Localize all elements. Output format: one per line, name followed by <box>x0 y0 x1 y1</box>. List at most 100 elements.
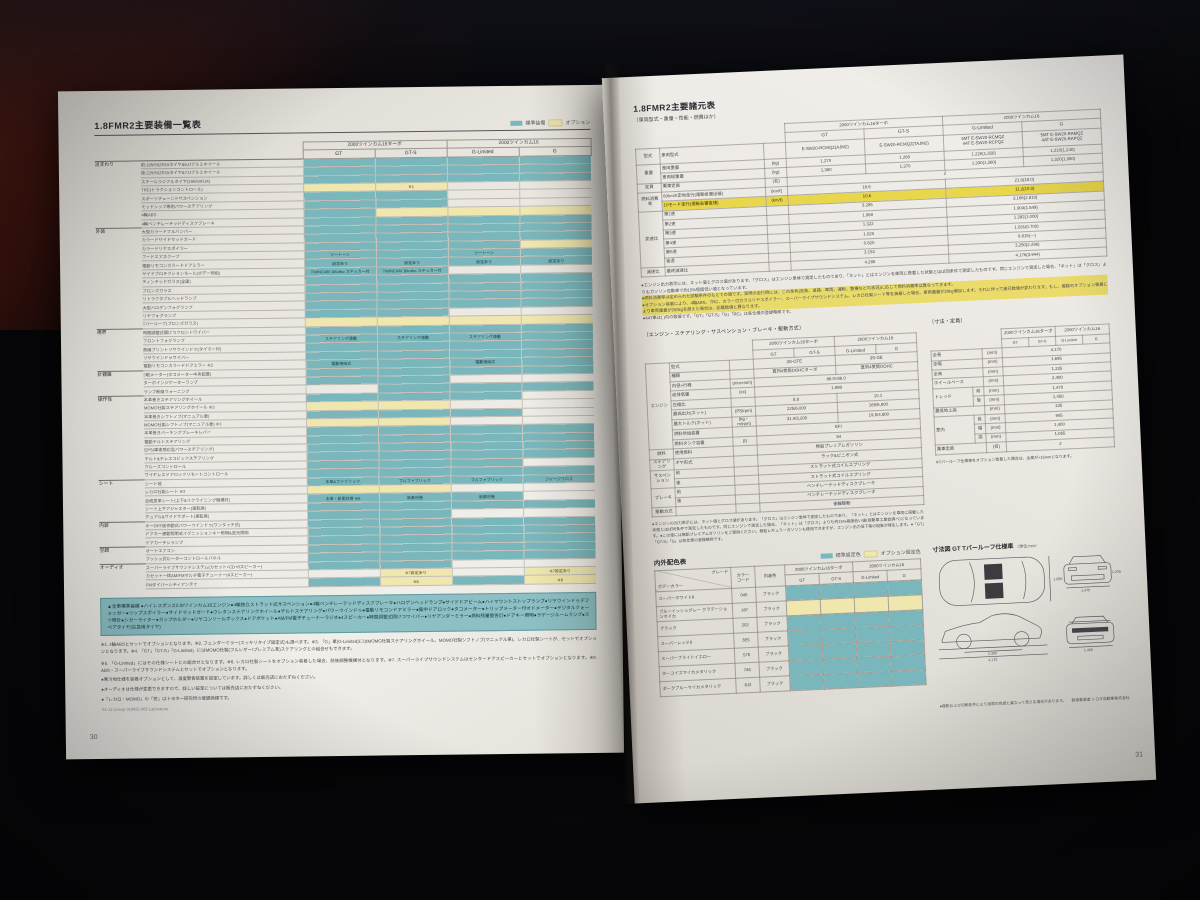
color-availability-cell <box>788 644 823 661</box>
interior-color: ブラック <box>759 675 791 693</box>
path-element <box>1068 555 1106 565</box>
equip-section-label: 空調 <box>99 546 146 564</box>
interior-color: ブラック <box>758 660 790 678</box>
option-setting-chip <box>863 550 878 558</box>
footnote-line: ※1. 4輪ABSとセットでオプションとなります。※2. フェンダーミラー(スッ… <box>100 636 597 655</box>
line-element <box>938 644 1048 651</box>
catalog-page-left: 1.8FMR2主要装備一覧表 標準装備 オプション 2000ツインカム16ターボ… <box>57 84 625 760</box>
interior-color: ブラック <box>757 630 789 648</box>
rect-element <box>1068 567 1077 571</box>
standard-legend-label: 標準装備 <box>525 120 546 127</box>
color-availability-cell <box>821 627 857 645</box>
row-label: 室内 <box>934 415 976 446</box>
tbody-element: 足まわり 前:195/55ZR15タイヤ&6JJアルミホイール 後:225/50ZR… <box>94 155 597 590</box>
standard-setting-label: 標準設定色 <box>835 551 861 559</box>
overall-height-label: 1,235 <box>1112 570 1121 574</box>
color-availability-cell <box>785 584 821 601</box>
standard-equipment-box: ▲全車標準装備 ●ハイレスポンス2.0ℓツインカム16エンジン●4輪独立ストラッ… <box>100 591 597 637</box>
car-dimension-drawings: 1,695 1,470 1,235 <box>938 555 1121 662</box>
path-element <box>1071 615 1109 624</box>
color-availability-cell <box>786 614 822 631</box>
color-availability-cell <box>888 609 924 627</box>
figure-caption-left: ●撮影および印刷条件により実際の色調と異なって見える場合があります。 <box>939 698 1067 709</box>
equip-section-label: 外装 <box>95 227 143 330</box>
tbody-element: スーパーホワイトⅡ 040 ブラック ブルーイッシュグレー グラデーションマイカ 187… <box>655 579 927 697</box>
rect-element <box>1097 565 1107 570</box>
color-availability-cell <box>891 669 927 687</box>
row-group-label: 重量 <box>636 163 662 184</box>
equipment-legend: 標準装備 オプション <box>510 119 590 127</box>
row-sub-label: 前 <box>972 386 985 397</box>
color-code: 3E5 <box>733 632 759 649</box>
color-availability-cell <box>857 671 893 688</box>
color-availability-cell <box>820 597 855 615</box>
color-code: 202 <box>732 617 758 634</box>
color-availability-cell <box>823 672 859 690</box>
row-unit <box>768 261 792 272</box>
tbody-element: 全長 (mm) 4,170 全幅 (mm) 1,695 全高 (mm) 1,235 ホイールベース… <box>931 343 1115 455</box>
equipment-table-grid: 2000ツインカム16ターボ 2000ツインカム16 GT GT-S G-Limited… <box>94 138 597 590</box>
rect-element <box>1063 562 1112 585</box>
rect-element <box>983 563 1003 580</box>
equip-section-label: 足まわり <box>94 160 142 229</box>
option-setting-label: オプション設定色 <box>880 549 921 557</box>
color-code-header: カラー コード <box>730 566 756 589</box>
path-element <box>941 613 1042 643</box>
color-availability-cell <box>789 674 825 691</box>
line-element <box>1069 645 1113 648</box>
equip-cell: ※8 <box>379 576 453 586</box>
color-availability-cell <box>887 579 923 597</box>
equip-item-label: FMダイバーシティアンテナ <box>145 578 309 589</box>
interior-color: ブラック <box>755 585 787 603</box>
row-label <box>675 504 737 517</box>
dimensions-section: 〔寸法・定員〕 2000ツインカム16ターボ 2000ツインカム16 GT GT-S G… <box>929 311 1119 532</box>
tread-rear-label: 1,450 <box>1084 648 1093 652</box>
color-chart-section: 内外配色表 標準設定色 オプション設定色 グレード ボデーカラー カラー コード 内装… <box>654 545 928 722</box>
option-color-chip <box>548 119 563 127</box>
equip-cell: ※8 <box>523 574 597 584</box>
color-table-grid: グレード ボデーカラー カラー コード 内装色 2000ツインカム16ターボ 2000ツイ… <box>654 558 927 697</box>
row-group-label: 燃料消費率 <box>637 192 663 212</box>
line-element <box>1048 555 1052 602</box>
car-front-view <box>1063 555 1112 589</box>
color-availability-cell <box>854 596 889 613</box>
overall-width-label: 1,695 <box>1053 577 1062 581</box>
mech-table-grid: 2000ツインカム16ターボ 2000ツインカム16 GT GT-S G-Limited… <box>644 333 925 518</box>
color-availability-cell <box>854 611 890 628</box>
car-rear-view <box>1066 615 1115 648</box>
rect-element <box>984 582 1004 599</box>
tbody-element: 型式 車両型式 E-SW20-RCMQZ(AJM2) E-SW20-RCMQZ(TAJ… <box>635 127 1107 278</box>
bottom-row: 内外配色表 標準設定色 オプション設定色 グレード ボデーカラー カラー コード 内装… <box>654 536 1130 722</box>
color-availability-cell <box>787 629 823 646</box>
row-unit: (名) <box>986 441 1007 453</box>
color-code: 746 <box>734 662 760 679</box>
row-group-label: 型式 <box>635 147 661 166</box>
color-availability-cell <box>856 641 891 658</box>
bullet-notes-block: ●寒冷地仕様を装着オプションとして、温度警告装置を設定しています。詳しくは販売店… <box>101 671 597 703</box>
standard-color-chip <box>510 120 523 126</box>
equip-section-label: オーディオ <box>99 563 147 590</box>
interior-color: ブラック <box>756 615 788 633</box>
page-number-left: 30 <box>89 733 98 742</box>
right-page-content: 1.8FMR2主要諸元表 〔車両型式・重量・性能・燃費ほか〕 2000ツインカム… <box>633 82 1130 722</box>
color-code: 8J2 <box>735 677 761 694</box>
interior-color: ブラック <box>758 645 789 663</box>
color-availability-cell <box>822 657 858 675</box>
interior-color-header: 内装色 <box>754 564 786 588</box>
color-availability-cell <box>819 582 855 600</box>
corner-grade-label: グレード <box>711 568 729 575</box>
row-label: トレッド <box>932 387 974 408</box>
color-code: 187 <box>732 602 757 619</box>
dimensions-table-title: 〔寸法・定員〕 <box>929 318 966 327</box>
color-availability-cell <box>889 624 925 642</box>
figure-caption-right: 製造事業者:トヨタ自動車株式会社 <box>1071 695 1130 703</box>
equip-cell <box>451 575 525 585</box>
corner-body-color-label: ボデーカラー <box>657 582 684 590</box>
equip-section-label: シート <box>98 479 146 523</box>
color-table: グレード ボデーカラー カラー コード 内装色 2000ツインカム16ターボ 2000ツイ… <box>654 558 927 697</box>
line-element <box>939 653 1048 660</box>
row-group-label: 減速比 <box>640 267 666 278</box>
row-group-label: 変速比 <box>638 210 665 269</box>
color-availability-cell <box>855 626 891 643</box>
